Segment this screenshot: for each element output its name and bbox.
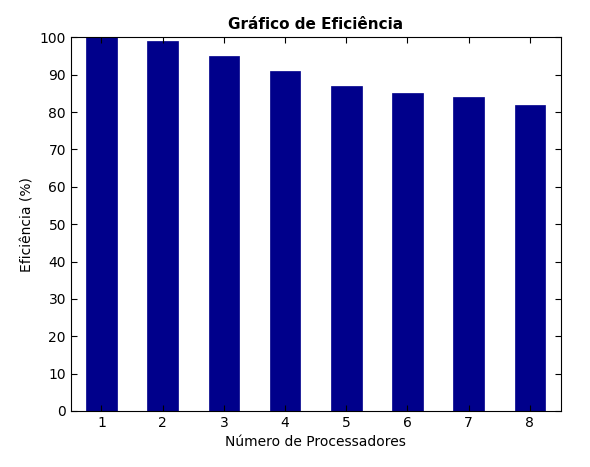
X-axis label: Número de Processadores: Número de Processadores bbox=[225, 435, 406, 449]
Bar bbox=[331, 86, 362, 411]
Bar bbox=[514, 105, 545, 411]
Bar bbox=[86, 37, 117, 411]
Bar bbox=[270, 71, 300, 411]
Bar bbox=[392, 93, 423, 411]
Bar bbox=[208, 56, 239, 411]
Title: Gráfico de Eficiência: Gráfico de Eficiência bbox=[228, 17, 403, 32]
Y-axis label: Eficiência (%): Eficiência (%) bbox=[20, 177, 34, 272]
Bar bbox=[148, 41, 178, 411]
Bar bbox=[453, 97, 484, 411]
